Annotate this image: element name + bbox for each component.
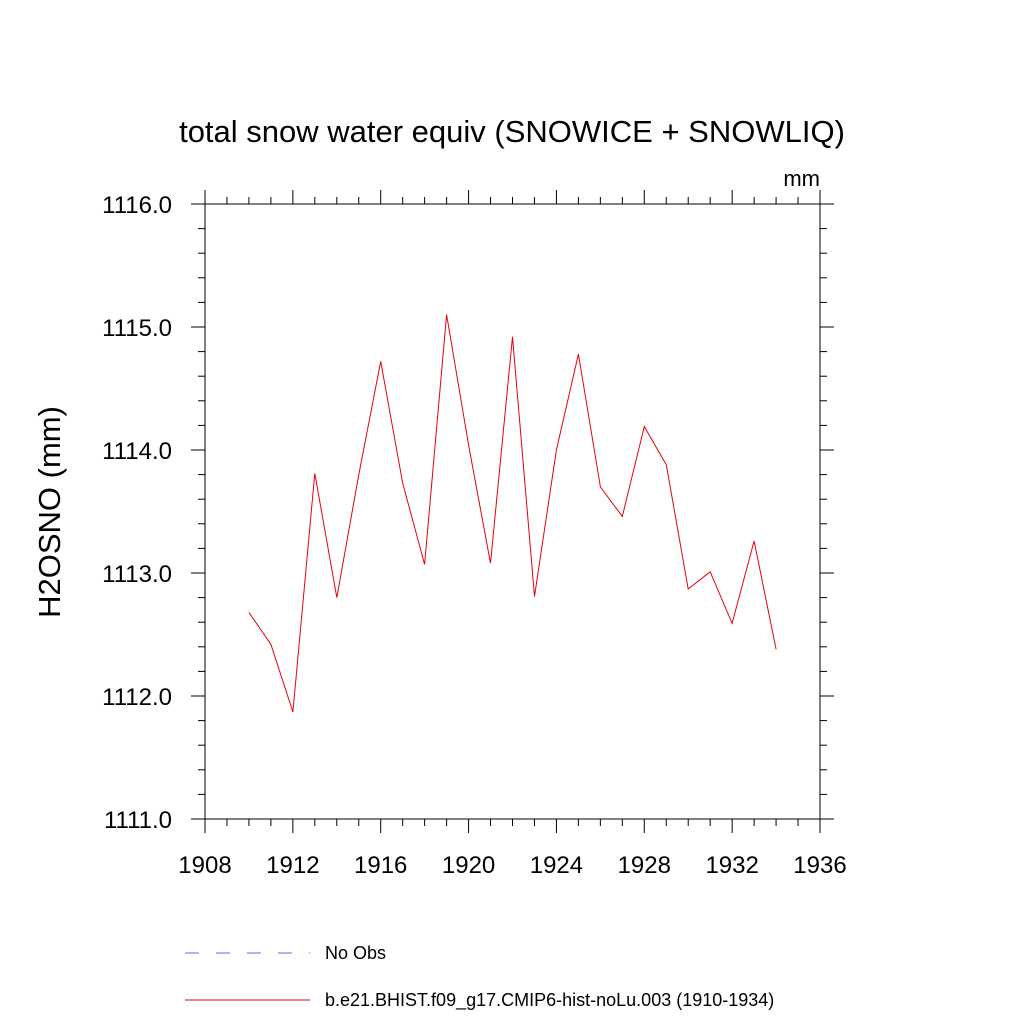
x-tick-label: 1936	[793, 852, 846, 879]
legend-label-model: b.e21.BHIST.f09_g17.CMIP6-hist-noLu.003 …	[325, 990, 774, 1011]
legend: No Obs b.e21.BHIST.f09_g17.CMIP6-hist-no…	[185, 943, 774, 1011]
units-label: mm	[783, 166, 820, 191]
y-tick-label: 1116.0	[102, 192, 172, 219]
legend-label-no-obs: No Obs	[325, 943, 386, 963]
x-tick-label: 1908	[178, 852, 231, 879]
x-tick-label: 1916	[354, 852, 407, 879]
y-tick-labels: 1111.0 1112.0 1113.0 1114.0 1115.0 1116.0	[102, 192, 172, 834]
x-tick-label: 1920	[442, 852, 495, 879]
y-tick-label: 1115.0	[102, 315, 172, 342]
y-tick-label: 1112.0	[102, 684, 172, 711]
series-lines	[248, 314, 777, 713]
y-axis-label: H2OSNO (mm)	[32, 406, 67, 618]
series-line-0	[248, 314, 777, 713]
x-tick-label: 1924	[530, 852, 583, 879]
chart-title: total snow water equiv (SNOWICE + SNOWLI…	[179, 114, 845, 149]
x-tick-label: 1912	[266, 852, 319, 879]
axis-ticks	[191, 190, 834, 833]
plot-frame	[204, 203, 821, 820]
x-tick-labels: 1908 1912 1916 1920 1924 1928 1932 1936	[178, 852, 846, 879]
x-tick-label: 1928	[618, 852, 671, 879]
x-tick-label: 1932	[705, 852, 758, 879]
y-tick-label: 1113.0	[102, 561, 172, 588]
y-tick-label: 1114.0	[102, 438, 172, 465]
y-tick-label: 1111.0	[104, 807, 172, 834]
